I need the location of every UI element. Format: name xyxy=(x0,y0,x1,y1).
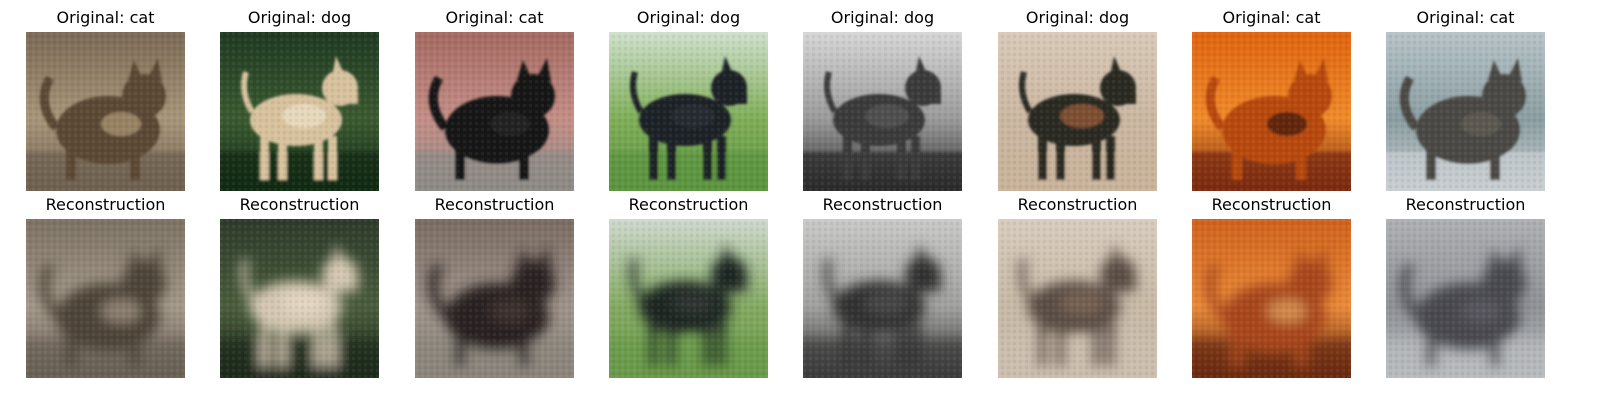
reconstruction-title: Reconstruction xyxy=(822,195,943,214)
reconstruction-title: Reconstruction xyxy=(239,195,360,214)
original-image xyxy=(1386,32,1545,191)
original-image xyxy=(998,32,1157,191)
reconstruction-title: Reconstruction xyxy=(628,195,749,214)
original-title: Original: cat xyxy=(1416,8,1515,27)
reconstruction-image xyxy=(998,219,1157,378)
reconstruction-title: Reconstruction xyxy=(1211,195,1332,214)
original-title: Original: dog xyxy=(247,8,352,27)
reconstruction-title: Reconstruction xyxy=(1405,195,1526,214)
reconstruction-image xyxy=(803,219,962,378)
reconstruction-image xyxy=(1386,219,1545,378)
reconstruction-image xyxy=(26,219,185,378)
reconstruction-title: Reconstruction xyxy=(434,195,555,214)
reconstruction-title: Reconstruction xyxy=(1017,195,1138,214)
original-title: Original: cat xyxy=(445,8,544,27)
reconstruction-image xyxy=(1192,219,1351,378)
reconstruction-image xyxy=(609,219,768,378)
image-pair-7: Original: cat xyxy=(1192,0,1351,400)
original-image xyxy=(1192,32,1351,191)
original-image xyxy=(415,32,574,191)
image-grid: Original: cat xyxy=(26,0,1586,400)
image-pair-3: Original: cat xyxy=(415,0,574,400)
image-pair-2: Original: dog xyxy=(220,0,379,400)
reconstruction-title: Reconstruction xyxy=(45,195,166,214)
original-title: Original: cat xyxy=(1222,8,1321,27)
original-image xyxy=(220,32,379,191)
original-image xyxy=(609,32,768,191)
original-title: Original: dog xyxy=(830,8,935,27)
original-image xyxy=(26,32,185,191)
image-pair-8: Original: cat xyxy=(1386,0,1545,400)
original-title: Original: dog xyxy=(636,8,741,27)
image-pair-6: Original: dog xyxy=(998,0,1157,400)
image-pair-4: Original: dog xyxy=(609,0,768,400)
original-title: Original: dog xyxy=(1025,8,1130,27)
image-pair-1: Original: cat xyxy=(26,0,185,400)
reconstruction-image xyxy=(415,219,574,378)
original-title: Original: cat xyxy=(56,8,155,27)
reconstruction-image xyxy=(220,219,379,378)
original-image xyxy=(803,32,962,191)
image-pair-5: Original: dog xyxy=(803,0,962,400)
